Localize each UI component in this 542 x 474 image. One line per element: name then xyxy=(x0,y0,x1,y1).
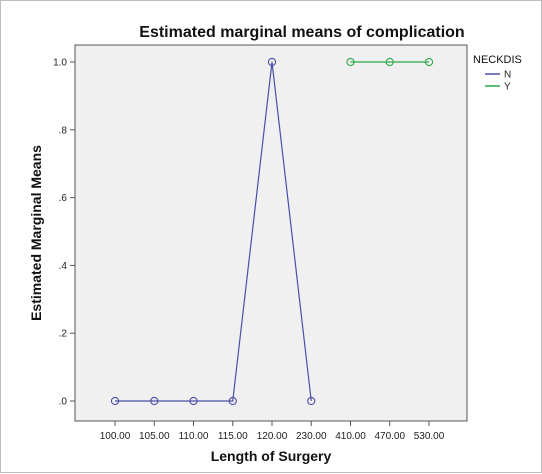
x-axis-label: Length of Surgery xyxy=(211,448,332,464)
plot-area xyxy=(74,44,468,422)
data-point-Y xyxy=(346,57,355,67)
x-tick-label: 100.00 xyxy=(100,431,131,442)
y-tick-label: .6 xyxy=(59,193,68,204)
x-tick-label: 115.00 xyxy=(218,431,248,442)
data-point-N xyxy=(110,396,120,406)
data-point-N xyxy=(189,396,198,406)
y-tick-label: .8 xyxy=(59,125,68,136)
x-tick-label: 230.00 xyxy=(296,431,327,442)
data-point-N xyxy=(150,396,159,406)
series-layer xyxy=(110,57,434,406)
y-tick-label: .2 xyxy=(59,329,68,340)
series-line-N xyxy=(115,61,312,402)
legend-label-Y: Y xyxy=(504,82,511,93)
x-tick-label: 120.00 xyxy=(257,431,288,442)
data-point-N xyxy=(267,57,277,67)
legend: NECKDIS NY xyxy=(473,54,522,93)
x-tick-label: 470.00 xyxy=(374,431,405,442)
data-point-Y xyxy=(385,57,394,67)
data-point-Y xyxy=(424,57,434,67)
x-tick-label: 410.00 xyxy=(335,431,366,442)
y-axis-label: Estimated Marginal Means xyxy=(28,145,44,321)
y-tick-label: .4 xyxy=(59,261,68,272)
legend-title: NECKDIS xyxy=(473,54,522,66)
y-axis: .0 .2 .4 .6 .8 1.0 xyxy=(53,58,75,408)
x-axis: 100.00 105.00 110.00 115.00 120.00 230.00 410.… xyxy=(100,421,445,442)
y-tick-label: .0 xyxy=(59,397,68,408)
chart-title: Estimated marginal means of complication xyxy=(139,24,464,41)
x-tick-label: 110.00 xyxy=(179,431,209,442)
x-tick-label: 105.00 xyxy=(139,431,170,442)
y-tick-label: 1.0 xyxy=(53,58,67,69)
data-point-N xyxy=(307,396,316,406)
x-tick-label: 530.00 xyxy=(414,431,445,442)
legend-label-N: N xyxy=(504,70,511,81)
data-point-N xyxy=(228,396,237,406)
